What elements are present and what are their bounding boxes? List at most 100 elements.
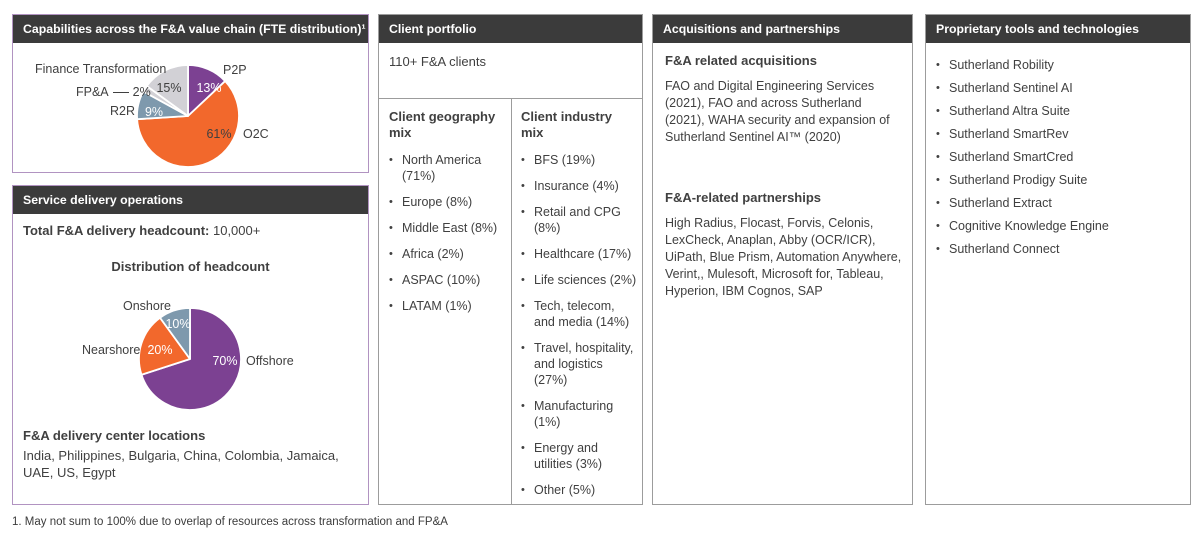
list-item-text: Middle East (8%): [402, 221, 498, 235]
panel-acquisitions-header: Acquisitions and partnerships: [653, 15, 912, 43]
list-item: • ASPAC (10%): [389, 272, 503, 288]
client-count: 110+ F&A clients: [389, 54, 486, 69]
pie-value-onshore: 10%: [165, 317, 191, 331]
panel-acquisitions-partnerships: Acquisitions and partnerships F&A relate…: [652, 14, 913, 505]
list-item-text: Sutherland Connect: [949, 242, 1060, 256]
bullet-icon: •: [521, 300, 525, 312]
list-item-text: BFS (19%): [534, 153, 596, 167]
list-item: • Sutherland Sentinel AI: [936, 80, 1184, 96]
client-industry-list: • BFS (19%) • Insurance (4%) • Retail and CPG…: [521, 152, 638, 498]
list-item-text: Energy and utilities (3%): [534, 441, 603, 471]
list-item: • LATAM (1%): [389, 298, 503, 314]
list-item-text: Life sciences (2%): [534, 273, 637, 287]
panel-proprietary-tools: Proprietary tools and technologies • Suth…: [925, 14, 1191, 505]
list-item-text: Sutherland Prodigy Suite: [949, 173, 1088, 187]
bullet-icon: •: [389, 154, 393, 166]
bullet-icon: •: [936, 174, 940, 186]
bullet-icon: •: [521, 484, 525, 496]
bullet-icon: •: [389, 274, 393, 286]
headcount-pie-chart: [138, 307, 242, 411]
list-item-text: Sutherland SmartRev: [949, 127, 1069, 141]
client-geography-list: • North America (71%) • Europe (8%) • Middle …: [389, 152, 503, 314]
list-item-text: Sutherland SmartCred: [949, 150, 1074, 164]
pie-slice-offshore: [140, 307, 242, 411]
client-geography-cell: Client geography mix • North America (71%…: [379, 98, 511, 504]
bullet-icon: •: [521, 400, 525, 412]
panel-client-portfolio-header: Client portfolio: [379, 15, 642, 43]
acquisitions-heading: F&A related acquisitions: [665, 53, 817, 68]
list-item: • Sutherland Altra Suite: [936, 103, 1184, 119]
list-item-text: Travel, hospitality, and logistics (27%): [534, 341, 634, 387]
pie-value-o2c: 61%: [206, 127, 232, 141]
pie-label-offshore: Offshore: [246, 354, 294, 368]
client-industry-heading: Client industry mix: [521, 109, 613, 140]
bullet-icon: •: [521, 342, 525, 354]
list-item-text: Tech, telecom, and media (14%): [534, 299, 630, 329]
list-item: • Other (5%): [521, 482, 638, 498]
client-mix-columns: Client geography mix • North America (71%…: [379, 98, 642, 504]
bullet-icon: •: [521, 180, 525, 192]
panel-capabilities-header: Capabilities across the F&A value chain …: [13, 15, 368, 43]
locations-heading: F&A delivery center locations: [23, 428, 206, 443]
list-item: • Energy and utilities (3%): [521, 440, 638, 472]
list-item-text: Sutherland Altra Suite: [949, 104, 1070, 118]
pie-value-fpa: 2%: [132, 85, 151, 99]
bullet-icon: •: [389, 300, 393, 312]
fte-pie-chart: [136, 64, 240, 168]
list-item-text: Retail and CPG (8%): [534, 205, 621, 235]
bullet-icon: •: [521, 274, 525, 286]
list-item: • Life sciences (2%): [521, 272, 638, 288]
acquisitions-body: F&A related acquisitions FAO and Digital…: [653, 43, 912, 300]
bullet-icon: •: [521, 442, 525, 454]
pie-label-finance-transformation: Finance Transformation: [35, 62, 167, 76]
list-item-text: Sutherland Extract: [949, 196, 1052, 210]
list-item-text: Cognitive Knowledge Engine: [949, 219, 1109, 233]
list-item-text: Europe (8%): [402, 195, 473, 209]
list-item: • Sutherland Robility: [936, 57, 1184, 73]
pie-slice-finance-transformation: [145, 64, 189, 117]
locations-text: India, Philippines, Bulgaria, China, Col…: [23, 448, 339, 480]
pie-slice-onshore: [159, 307, 191, 360]
list-item-text: Insurance (4%): [534, 179, 619, 193]
bullet-icon: •: [389, 196, 393, 208]
client-geography-heading: Client geography mix: [389, 109, 496, 140]
bullet-icon: •: [936, 105, 940, 117]
tools-body: • Sutherland Robility • Sutherland Sentinel…: [926, 43, 1190, 257]
list-item: • Cognitive Knowledge Engine: [936, 218, 1184, 234]
list-item-text: Africa (2%): [402, 247, 464, 261]
list-item: • BFS (19%): [521, 152, 638, 168]
pie-label-r2r: R2R: [110, 104, 136, 118]
headcount-line: Total F&A delivery headcount: 10,000+: [23, 223, 260, 238]
panel-capabilities: Capabilities across the F&A value chain …: [12, 14, 369, 173]
list-item: • Tech, telecom, and media (14%): [521, 298, 638, 330]
pie-value-offshore: 70%: [212, 354, 238, 368]
pie-label-onshore: Onshore: [123, 299, 171, 313]
bullet-icon: •: [389, 222, 393, 234]
list-item: • Middle East (8%): [389, 220, 503, 236]
list-item: • Travel, hospitality, and logistics (27%…: [521, 340, 638, 388]
list-item-text: ASPAC (10%): [402, 273, 481, 287]
callout-leader-line: [112, 91, 129, 93]
pie-slice-nearshore: [138, 316, 191, 376]
footnote: 1. May not sum to 100% due to overlap of…: [12, 516, 448, 528]
list-item: • Europe (8%): [389, 194, 503, 210]
client-industry-cell: Client industry mix • BFS (19%) • Insurance…: [511, 98, 642, 504]
list-item: • Sutherland Prodigy Suite: [936, 172, 1184, 188]
pie-label-p2p: P2P: [223, 63, 247, 77]
bullet-icon: •: [936, 82, 940, 94]
list-item: • Manufacturing (1%): [521, 398, 638, 430]
bullet-icon: •: [936, 128, 940, 140]
bullet-icon: •: [936, 243, 940, 255]
list-item: • Sutherland Extract: [936, 195, 1184, 211]
tools-list: • Sutherland Robility • Sutherland Sentinel…: [936, 57, 1184, 257]
list-item: • North America (71%): [389, 152, 503, 184]
acquisitions-text: FAO and Digital Engineering Services (20…: [665, 79, 890, 144]
list-item: • Sutherland SmartRev: [936, 126, 1184, 142]
list-item: • Sutherland Connect: [936, 241, 1184, 257]
bullet-icon: •: [936, 59, 940, 71]
list-item: • Insurance (4%): [521, 178, 638, 194]
pie-label-o2c: O2C: [243, 127, 269, 141]
pie-value-finance-transformation: 15%: [156, 81, 182, 95]
bullet-icon: •: [389, 248, 393, 260]
